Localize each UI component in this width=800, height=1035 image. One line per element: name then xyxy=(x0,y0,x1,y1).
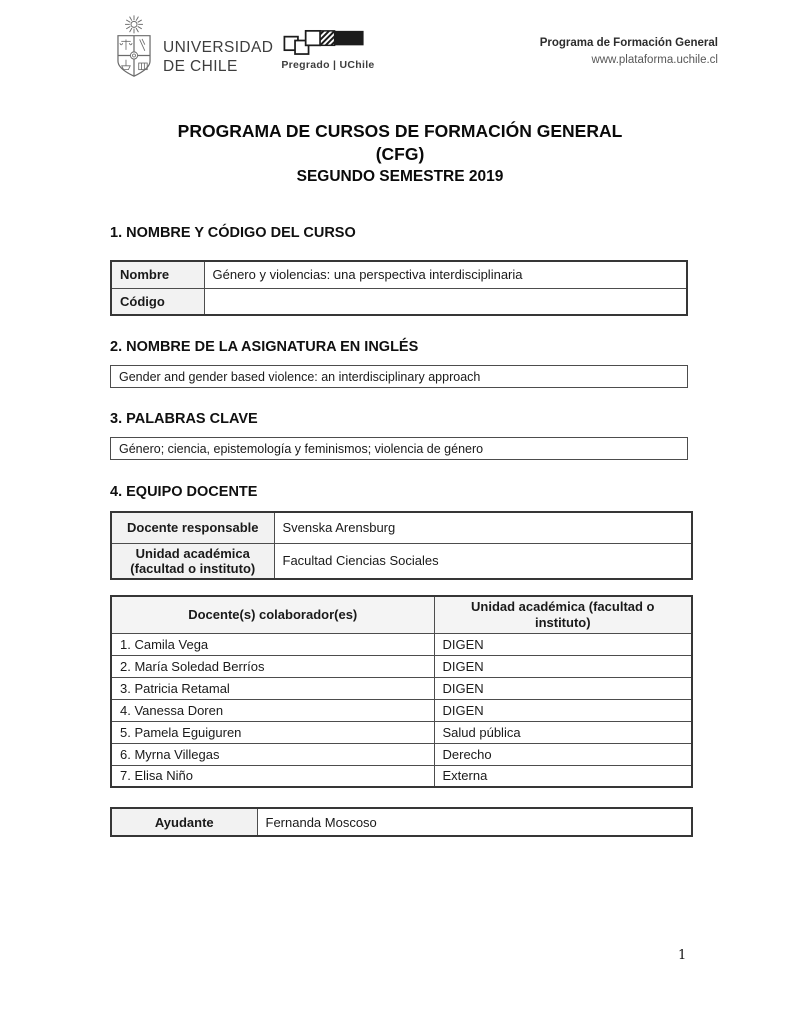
course-code-value xyxy=(203,287,688,316)
collaborator-unit: Derecho xyxy=(433,742,693,766)
section4-heading: 4. EQUIPO DOCENTE xyxy=(110,484,258,500)
course-name-table: Nombre Género y violencias: una perspect… xyxy=(110,260,688,316)
collaborators-table: Docente(s) colaborador(es) Unidad académ… xyxy=(110,594,693,788)
table-row: 7. Elisa Niño Externa xyxy=(110,764,693,788)
pregrado-logo: Pregrado | UChile xyxy=(281,27,374,71)
collaborator-unit: DIGEN xyxy=(433,676,693,700)
course-name-label: Nombre xyxy=(110,260,205,289)
keywords-box: Género; ciencia, epistemología y feminis… xyxy=(110,437,688,460)
collaborator-name: 6. Myrna Villegas xyxy=(110,742,435,766)
table-row: Unidad académica (facultad o instituto) … xyxy=(110,542,693,579)
pregrado-label: Pregrado | UChile xyxy=(281,59,375,71)
header-right: Programa de Formación General www.plataf… xyxy=(375,35,718,68)
table-row: 6. Myrna Villegas Derecho xyxy=(110,742,693,766)
collaborator-unit: DIGEN xyxy=(433,632,693,656)
table-row: 3. Patricia Retamal DIGEN xyxy=(110,676,693,700)
collaborator-unit: DIGEN xyxy=(433,654,693,678)
collaborator-name: 1. Camila Vega xyxy=(110,632,435,656)
table-row: Docente responsable Svenska Arensburg xyxy=(110,511,693,544)
collaborator-unit: DIGEN xyxy=(433,698,693,722)
english-name-box: Gender and gender based violence: an int… xyxy=(110,365,688,388)
collaborators-unit-header: Unidad académica (facultad o instituto) xyxy=(433,595,693,634)
section2-heading: 2. NOMBRE DE LA ASIGNATURA EN INGLÉS xyxy=(110,339,419,355)
university-name-line2: DE CHILE xyxy=(163,57,238,75)
title-line2: (CFG) xyxy=(375,144,425,164)
course-name-value: Género y violencias: una perspectiva int… xyxy=(203,260,688,289)
uchile-shield-icon xyxy=(117,15,151,77)
title-line1: PROGRAMA DE CURSOS DE FORMACIÓN GENERAL xyxy=(177,121,623,141)
assistant-label: Ayudante xyxy=(110,807,258,837)
table-header-row: Docente(s) colaborador(es) Unidad académ… xyxy=(110,595,693,634)
uchile-logo: UNIVERSIDAD DE CHILE xyxy=(110,14,273,80)
section1-heading: 1. NOMBRE Y CÓDIGO DEL CURSO xyxy=(110,225,356,241)
responsible-value: Svenska Arensburg xyxy=(273,511,693,544)
academic-unit-label: Unidad académica (facultad o instituto) xyxy=(110,542,275,579)
responsible-label: Docente responsable xyxy=(110,511,275,544)
assistant-value: Fernanda Moscoso xyxy=(256,807,693,837)
collaborator-name: 3. Patricia Retamal xyxy=(110,676,435,700)
collaborator-name: 5. Pamela Eguiguren xyxy=(110,720,435,744)
page-header: UNIVERSIDAD DE CHILE Pregrado | UChile xyxy=(0,0,800,80)
collaborator-unit: Salud pública xyxy=(433,720,693,744)
title-line3: SEGUNDO SEMESTRE 2019 xyxy=(296,168,504,185)
table-row: Ayudante Fernanda Moscoso xyxy=(110,807,693,837)
assistant-table: Ayudante Fernanda Moscoso xyxy=(110,807,693,837)
table-row: Nombre Género y violencias: una perspect… xyxy=(110,260,688,289)
table-row: 1. Camila Vega DIGEN xyxy=(110,632,693,656)
collaborator-name: 4. Vanessa Doren xyxy=(110,698,435,722)
collaborators-header: Docente(s) colaborador(es) xyxy=(110,595,435,634)
university-name: UNIVERSIDAD DE CHILE xyxy=(163,14,273,77)
table-row: 2. María Soledad Berríos DIGEN xyxy=(110,654,693,678)
responsible-teacher-table: Docente responsable Svenska Arensburg Un… xyxy=(110,511,693,580)
collaborator-name: 7. Elisa Niño xyxy=(110,764,435,788)
collaborator-unit: Externa xyxy=(433,764,693,788)
page-number: 1 xyxy=(678,948,687,963)
program-name: Programa de Formación General xyxy=(539,37,718,49)
website-url: www.plataforma.uchile.cl xyxy=(591,53,718,66)
collaborator-name: 2. María Soledad Berríos xyxy=(110,654,435,678)
table-row: 5. Pamela Eguiguren Salud pública xyxy=(110,720,693,744)
table-row: 4. Vanessa Doren DIGEN xyxy=(110,698,693,722)
university-name-line1: UNIVERSIDAD xyxy=(163,39,274,57)
course-code-label: Código xyxy=(110,287,205,316)
document-title: PROGRAMA DE CURSOS DE FORMACIÓN GENERAL … xyxy=(0,120,800,187)
section3-heading: 3. PALABRAS CLAVE xyxy=(110,411,258,427)
pregrado-squares-icon xyxy=(283,29,364,55)
table-row: Código xyxy=(110,287,688,316)
academic-unit-value: Facultad Ciencias Sociales xyxy=(273,542,693,579)
